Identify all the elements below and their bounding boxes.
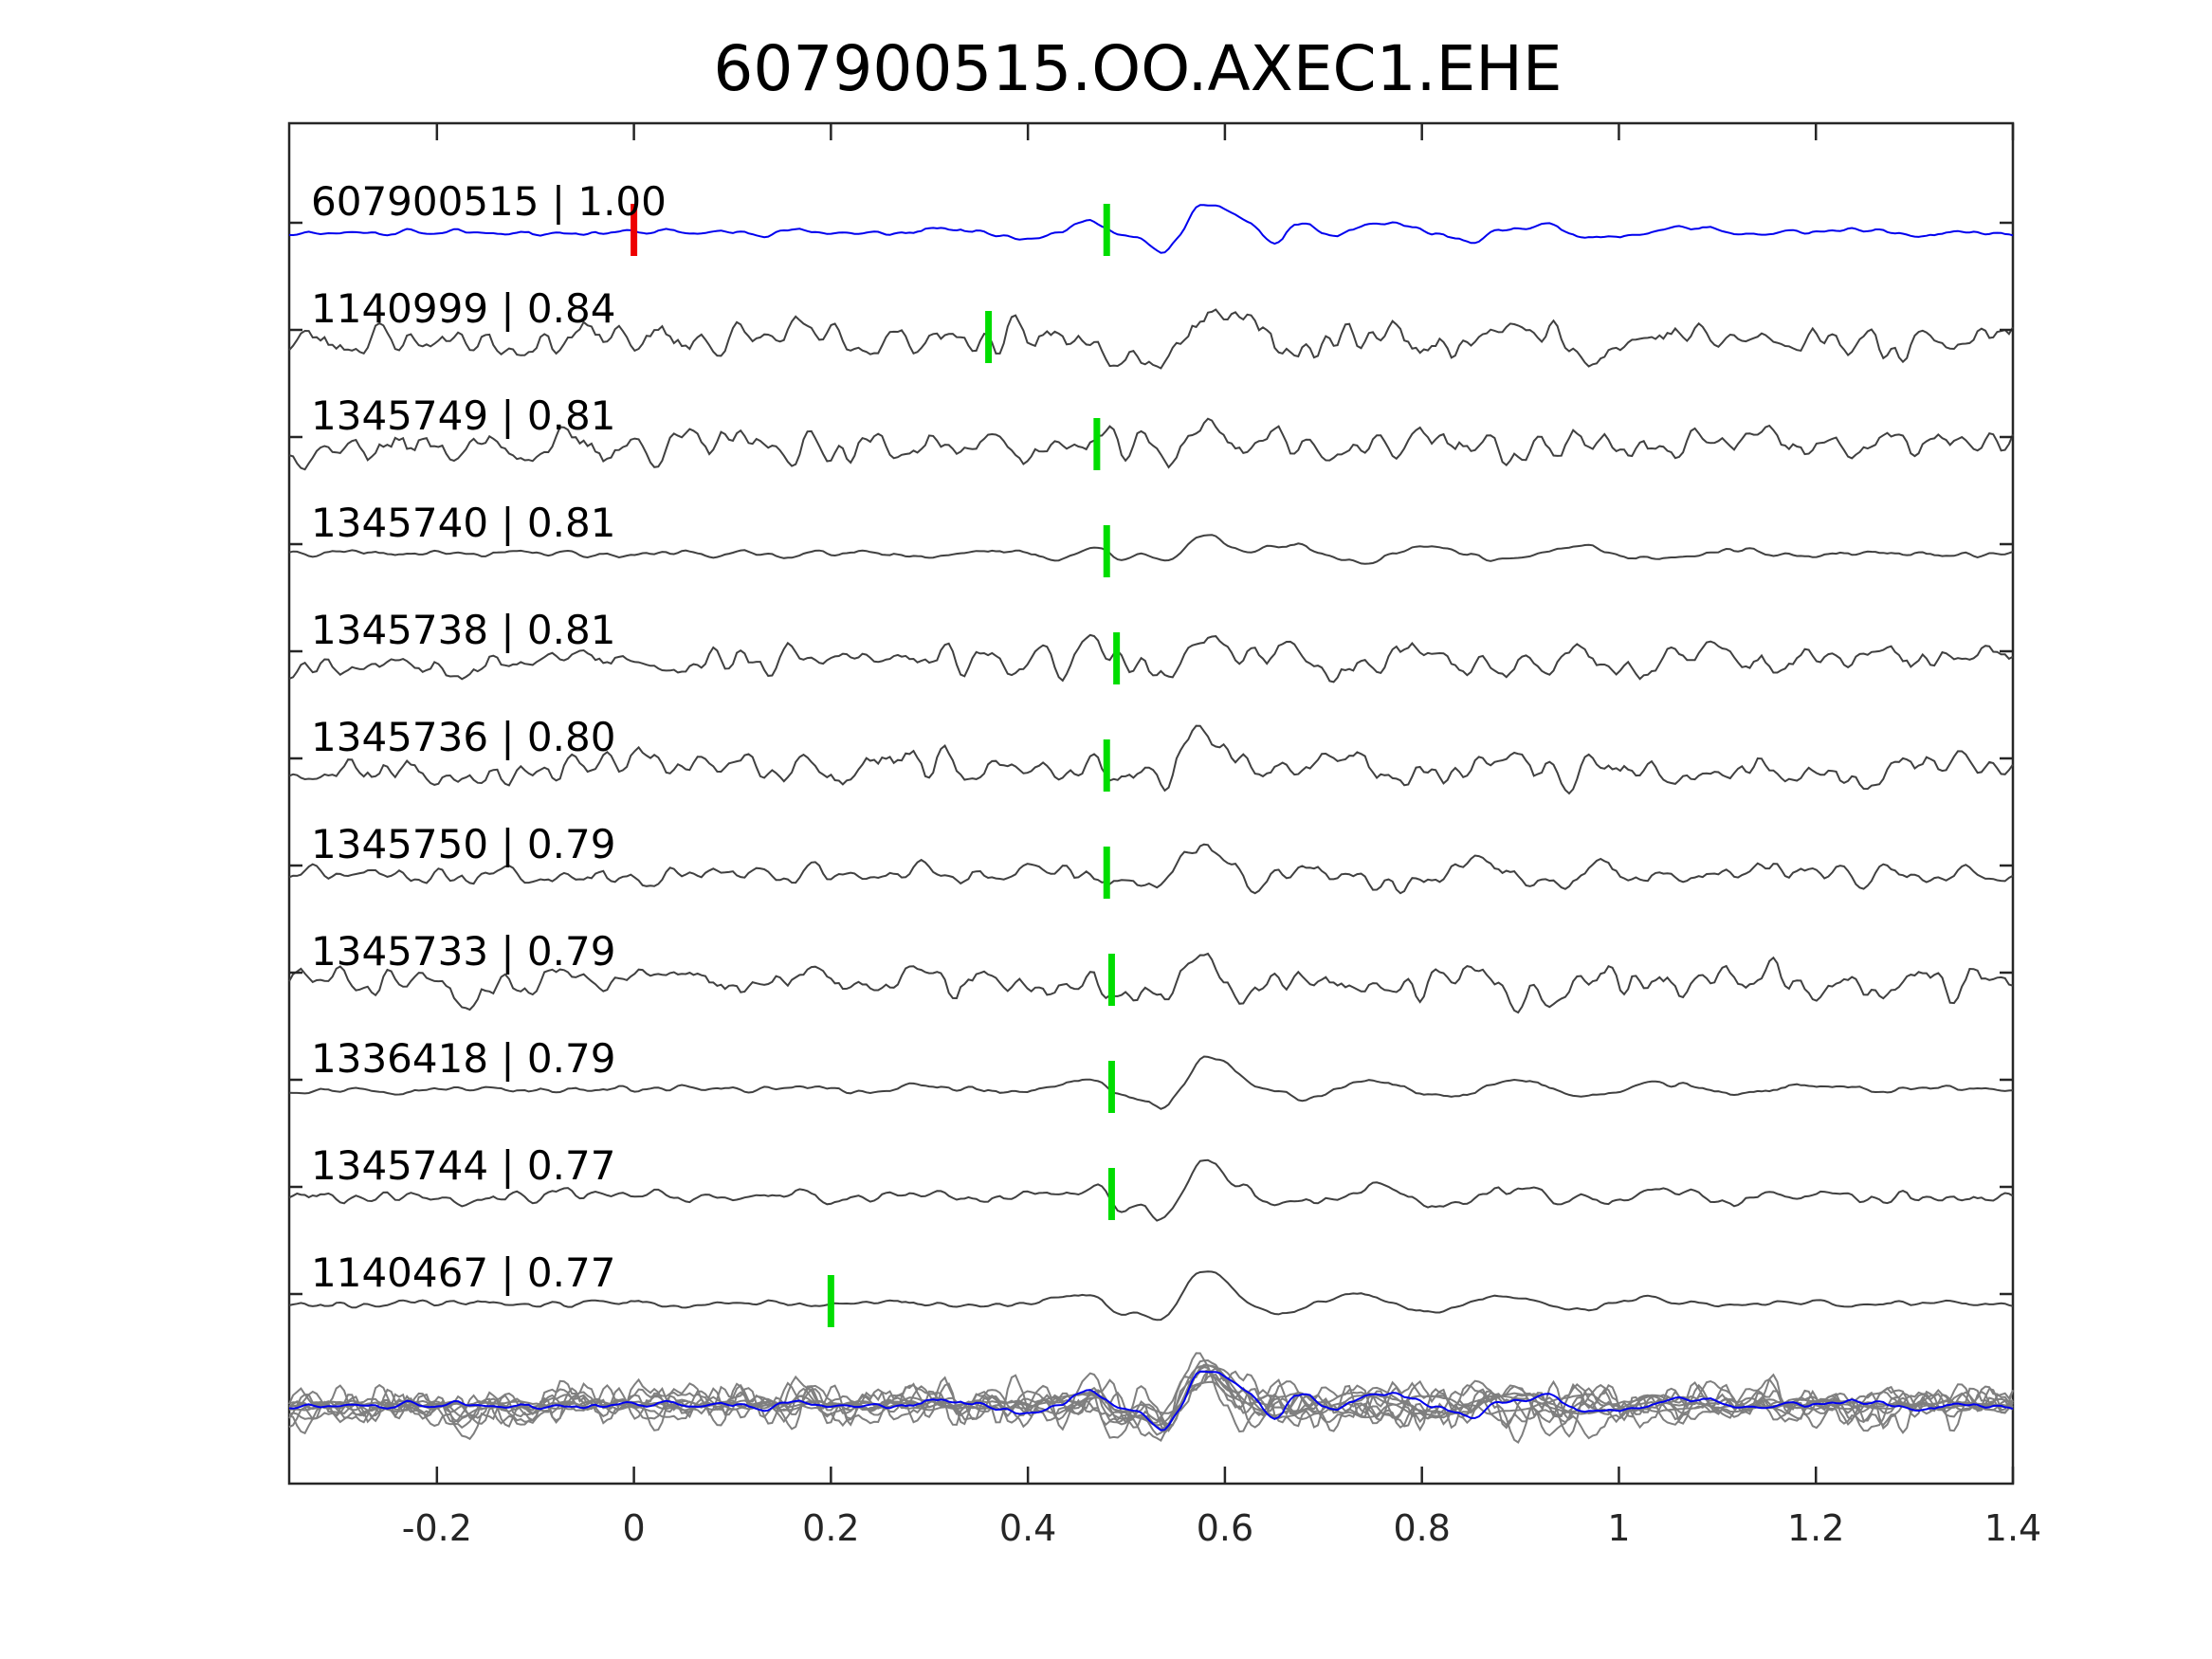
trace-label: 1345733 | 0.79 — [311, 928, 615, 975]
trace-line — [288, 724, 2014, 795]
trace-line — [288, 1055, 2014, 1110]
trace-line — [288, 308, 2014, 370]
stacked-overlay — [288, 1352, 2014, 1444]
trace-line — [288, 952, 2014, 1014]
trace-label: 1345738 | 0.81 — [311, 607, 615, 653]
stack-master-line — [288, 1370, 2014, 1431]
trace-label: 1345744 | 0.77 — [311, 1142, 615, 1189]
trace-label: 1345736 | 0.80 — [311, 714, 615, 760]
x-tick-label: 0 — [623, 1507, 646, 1549]
trace-line — [288, 1158, 2014, 1222]
x-tick-label: 0.8 — [1393, 1507, 1450, 1549]
trace-label: 1345750 | 0.79 — [311, 821, 615, 867]
trace-line — [288, 633, 2014, 684]
stack-line — [288, 1352, 2014, 1438]
x-tick-label: 0.2 — [802, 1507, 859, 1549]
trace-label: 1336418 | 0.79 — [311, 1035, 615, 1082]
trace-label: 1345749 | 0.81 — [311, 392, 615, 439]
x-tick-label: 1 — [1607, 1507, 1630, 1549]
trace-line — [288, 417, 2014, 471]
trace-label: 1140999 | 0.84 — [311, 285, 615, 332]
master-trace — [288, 204, 2014, 254]
stack-line — [288, 1368, 2014, 1444]
x-tick-label: -0.2 — [402, 1507, 472, 1549]
x-tick-label: 1.4 — [1984, 1507, 2041, 1549]
trace-line — [288, 534, 2014, 565]
stack-line — [288, 1358, 2014, 1436]
trace-label: 607900515 | 1.00 — [311, 178, 667, 225]
chart-title: 607900515.OO.AXEC1.EHE — [713, 32, 1562, 105]
x-tick-label: 1.2 — [1787, 1507, 1844, 1549]
plot-area — [287, 121, 2015, 1486]
trace-line — [288, 1270, 2014, 1322]
stack-line — [288, 1372, 2014, 1432]
trace-labels: 607900515 | 1.00 1140999 | 0.84 1345749 | … — [311, 178, 667, 1296]
trace-group — [288, 204, 2014, 1327]
x-tick-label: 0.4 — [999, 1507, 1056, 1549]
x-axis: -0.2 0 0.2 0.4 0.6 0.8 1 1.2 1.4 — [402, 123, 2041, 1549]
x-tick-label: 0.6 — [1197, 1507, 1253, 1549]
trace-label: 1140467 | 0.77 — [311, 1249, 615, 1296]
trace-line — [288, 843, 2014, 895]
trace-label: 1345740 | 0.81 — [311, 500, 615, 546]
